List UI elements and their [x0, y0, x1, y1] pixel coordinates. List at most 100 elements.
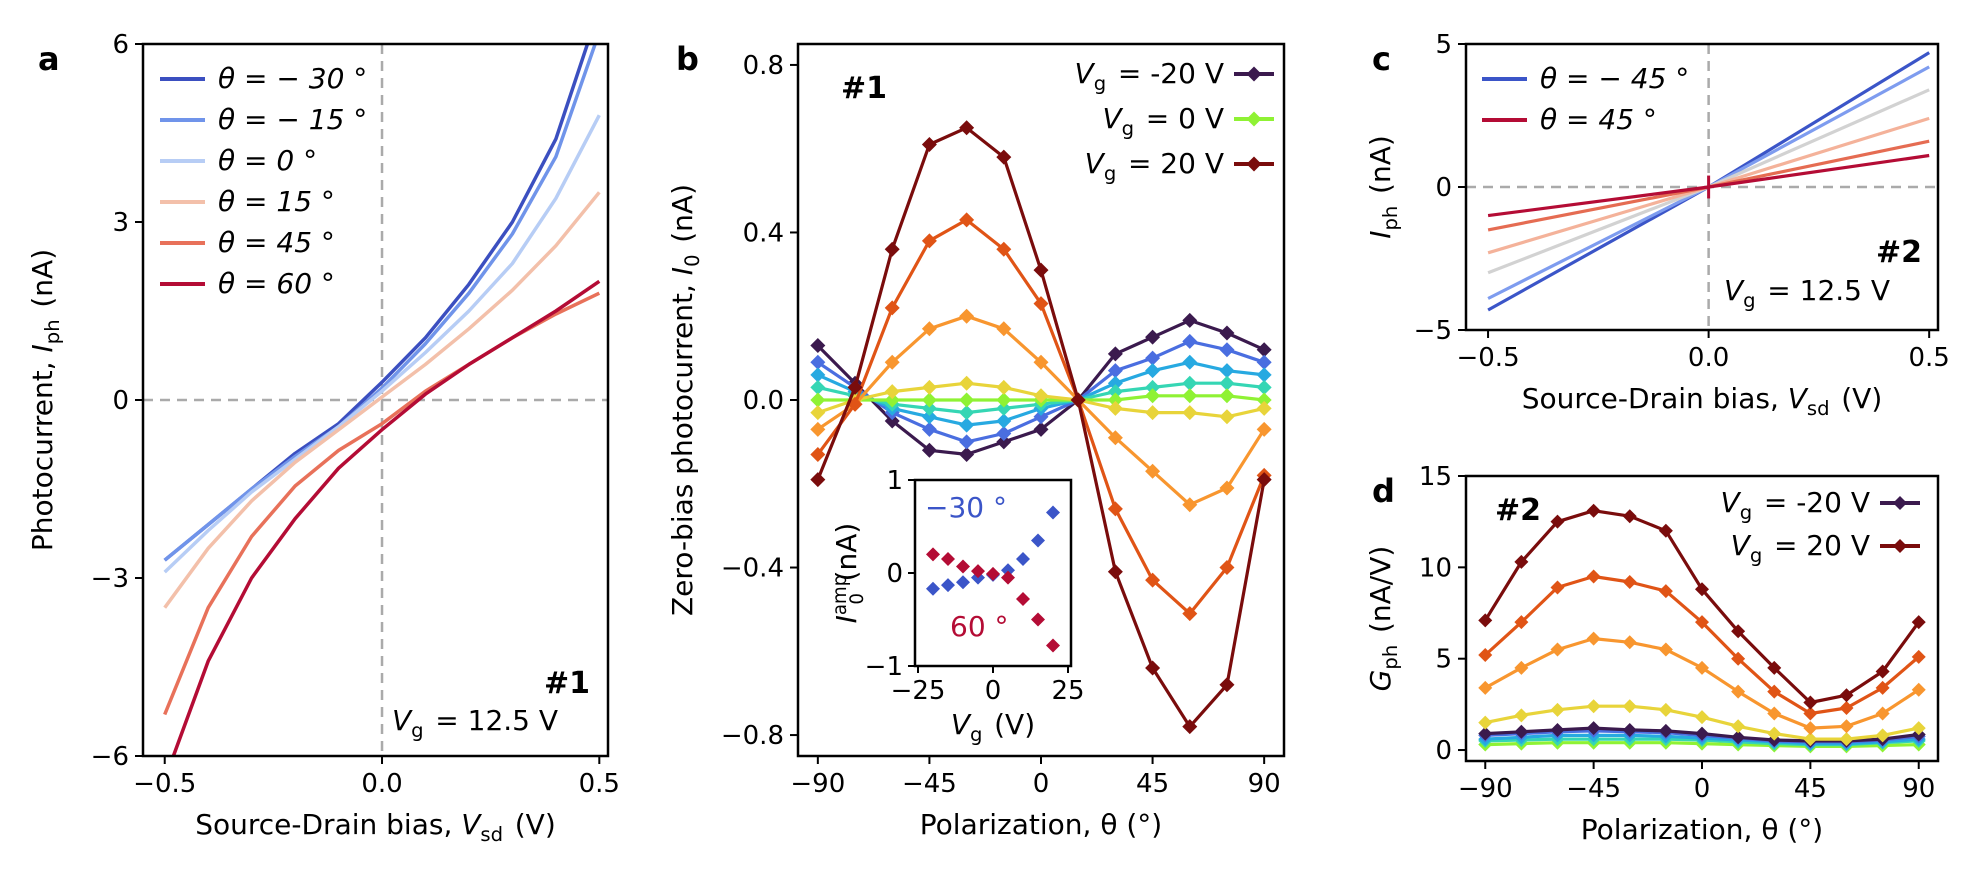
- inset-data-point: [926, 581, 940, 596]
- data-point: [1033, 262, 1049, 278]
- inset-data-point: [1001, 563, 1015, 578]
- data-point: [810, 338, 826, 354]
- data-point: [959, 417, 975, 433]
- data-point: [1256, 421, 1272, 437]
- data-point: [959, 212, 975, 228]
- axes-frame: [796, 42, 1286, 758]
- y-tick-label: 10: [1419, 553, 1452, 583]
- x-tick-label: −45: [902, 769, 957, 799]
- data-point: [1514, 708, 1529, 723]
- data-point: [1256, 400, 1272, 416]
- data-point: [959, 375, 975, 391]
- data-point: [1695, 660, 1709, 675]
- inset-data-point: [1046, 505, 1060, 520]
- inset-y-tick-label: 0: [886, 559, 903, 589]
- inset-axes: −25 0 25 −1 0 1 Vg (V) Iamp0 (nA) −30 ° 60 °: [830, 466, 1085, 746]
- data-point: [1107, 501, 1123, 517]
- inset-frame: [913, 478, 1073, 668]
- data-point: [1145, 572, 1161, 588]
- inset-y-axis-label: Iamp0 (nA): [830, 523, 868, 624]
- legend-label: θ = 0 °: [218, 144, 317, 177]
- y-tick-label: 0: [1435, 736, 1452, 766]
- axes-frame: [1464, 474, 1940, 763]
- data-point: [1107, 363, 1123, 379]
- data-point: [1033, 421, 1049, 437]
- inset-series-label: 60 °: [950, 610, 1009, 643]
- data-point: [1731, 730, 1746, 745]
- legend-label: Vg = -20 V: [1721, 486, 1870, 524]
- axes-frame: [141, 42, 610, 758]
- inset-data-point: [956, 559, 970, 574]
- x-tick-label: 0.5: [579, 769, 620, 799]
- data-point: [1803, 706, 1818, 721]
- data-point: [1182, 497, 1198, 513]
- data-point: [884, 300, 900, 316]
- y-tick-label: −6: [91, 742, 129, 772]
- y-axis-label: Iph (nA): [1364, 135, 1402, 239]
- data-point: [959, 392, 975, 408]
- data-point: [959, 120, 975, 136]
- y-tick-label: 5: [1435, 30, 1452, 60]
- data-point: [1803, 721, 1818, 736]
- data-point: [1107, 400, 1123, 416]
- data-point: [1182, 388, 1198, 404]
- series-group: [1478, 503, 1926, 754]
- data-point: [1695, 615, 1709, 630]
- x-tick-label: 0: [1033, 769, 1050, 799]
- data-point: [1182, 375, 1198, 391]
- data-point: [1658, 723, 1673, 738]
- data-point: [1514, 554, 1529, 569]
- data-point: [810, 392, 826, 408]
- inset-data-point: [986, 566, 1000, 581]
- data-point: [996, 426, 1012, 442]
- data-point: [1695, 582, 1709, 597]
- data-point: [1550, 642, 1565, 657]
- data-point: [921, 442, 937, 458]
- data-point: [1803, 732, 1818, 747]
- axes-d: −90 −45 0 45 90 0 5 10 15 Polarization, θ (°) Gph …: [1364, 462, 1940, 846]
- y-tick-label: −0.4: [721, 554, 784, 584]
- data-point: [1622, 722, 1637, 737]
- data-point: [1478, 680, 1493, 695]
- y-axis-label: Photocurrent, Iph (nA): [26, 249, 64, 551]
- legend-label: Vg = 20 V: [1085, 147, 1224, 185]
- data-point: [1070, 392, 1086, 408]
- data-point: [959, 446, 975, 462]
- data-point: [884, 384, 900, 400]
- legend-marker: [1893, 496, 1907, 510]
- data-point: [1219, 480, 1235, 496]
- data-point: [1478, 726, 1493, 741]
- x-tick-label: −45: [1566, 774, 1621, 804]
- data-point: [1839, 732, 1854, 747]
- x-tick-label: −0.5: [1456, 343, 1519, 373]
- x-axis-label: Polarization, θ (°): [1581, 813, 1823, 846]
- data-point: [1695, 726, 1709, 741]
- y-axis-label: Gph (nA/V): [1364, 546, 1402, 692]
- data-point: [1586, 721, 1601, 736]
- y-tick-label: 3: [112, 208, 129, 238]
- data-point: [996, 392, 1012, 408]
- inset-data-point: [971, 564, 985, 579]
- data-point: [1107, 346, 1123, 362]
- data-point: [1658, 702, 1673, 717]
- legend-label: θ = − 30 °: [218, 62, 367, 95]
- inset-x-axis-label: Vg (V): [951, 708, 1035, 746]
- inset-x-tick-label: 0: [985, 676, 1002, 706]
- data-point: [921, 409, 937, 425]
- data-point: [996, 321, 1012, 337]
- legend-label: θ = 45 °: [218, 226, 335, 259]
- data-point: [1586, 503, 1601, 518]
- sample-annotation: #2: [1495, 493, 1541, 528]
- legend-marker: [1246, 156, 1262, 172]
- y-tick-label: 0.8: [743, 51, 784, 81]
- data-point: [1182, 312, 1198, 328]
- data-point: [1550, 702, 1565, 717]
- x-tick-label: 0.0: [361, 769, 402, 799]
- series-group: [810, 120, 1272, 735]
- inset-x-tick-label: −25: [891, 676, 946, 706]
- panel-label-d: d: [1372, 472, 1395, 510]
- data-point: [1767, 706, 1782, 721]
- x-tick-label: 45: [1136, 769, 1169, 799]
- data-point: [1256, 354, 1272, 370]
